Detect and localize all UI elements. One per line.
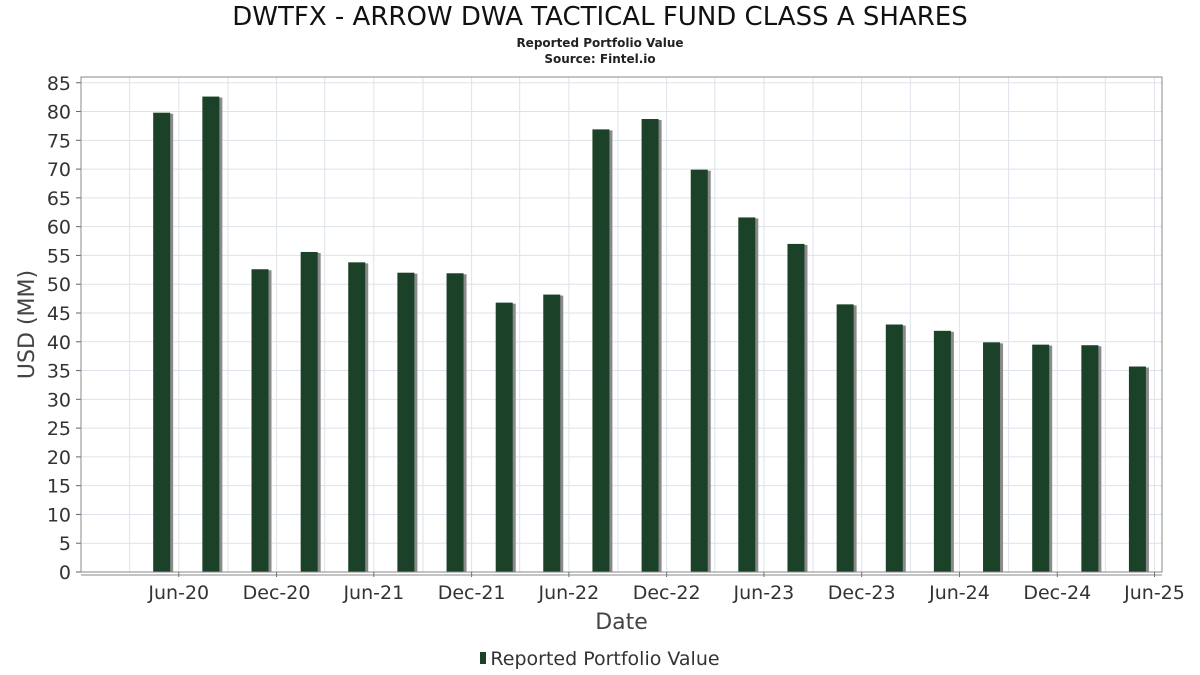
- y-tick-label: 15: [47, 476, 71, 498]
- y-axis-title: USD (MM): [15, 270, 40, 379]
- bar: [202, 96, 220, 573]
- bar: [933, 330, 951, 572]
- plot-border: [80, 76, 1163, 573]
- y-tick-label: 60: [47, 217, 71, 239]
- y-tick-label: 35: [47, 361, 71, 383]
- bar: [251, 269, 269, 572]
- x-tick-label: Jun-22: [537, 582, 599, 604]
- y-tick-label: 55: [47, 245, 71, 267]
- bar: [1128, 366, 1146, 572]
- legend-label: Reported Portfolio Value: [490, 648, 720, 670]
- bar: [738, 217, 756, 572]
- chart-title: DWTFX - ARROW DWA TACTICAL FUND CLASS A …: [232, 2, 968, 32]
- bar: [446, 273, 464, 572]
- bar: [153, 112, 171, 573]
- legend: Reported Portfolio Value: [0, 648, 1200, 670]
- chart-subtitle: Reported Portfolio Value: [516, 36, 684, 50]
- x-tick-label: Jun-23: [733, 582, 795, 604]
- legend-swatch: [480, 652, 487, 664]
- y-tick-label: 5: [59, 533, 71, 555]
- bar: [983, 342, 1001, 572]
- y-tick-label: 80: [47, 102, 71, 124]
- bar: [1032, 344, 1050, 572]
- bar: [300, 251, 318, 572]
- bar: [543, 294, 561, 572]
- x-tick-label: Dec-20: [243, 582, 311, 604]
- bar: [592, 129, 610, 572]
- x-tick-label: Dec-23: [828, 582, 896, 604]
- y-tick-label: 40: [47, 332, 71, 354]
- x-tick-label: Jun-21: [342, 582, 404, 604]
- x-tick-label: Jun-24: [928, 582, 990, 604]
- bar: [495, 302, 513, 572]
- x-tick-label: Dec-24: [1023, 582, 1091, 604]
- x-tick-label: Dec-21: [438, 582, 506, 604]
- bar: [690, 169, 708, 572]
- bar: [1081, 345, 1099, 572]
- bar: [885, 324, 903, 572]
- y-tick-label: 20: [47, 447, 71, 469]
- y-tick-label: 0: [59, 562, 71, 584]
- x-tick-label: Dec-22: [633, 582, 701, 604]
- y-tick-label: 25: [47, 418, 71, 440]
- chart-source: Source: Fintel.io: [544, 52, 656, 66]
- y-tick-label: 70: [47, 159, 71, 181]
- bar: [397, 272, 415, 572]
- x-tick-label: Jun-25: [1123, 582, 1185, 604]
- x-tick-label: Jun-20: [147, 582, 209, 604]
- bar: [836, 304, 854, 572]
- bar: [641, 119, 659, 572]
- y-tick-label: 85: [47, 73, 71, 95]
- y-tick-label: 45: [47, 303, 71, 325]
- bar: [348, 262, 366, 572]
- y-tick-label: 65: [47, 188, 71, 210]
- x-axis-title: Date: [595, 610, 648, 635]
- y-tick-label: 75: [47, 130, 71, 152]
- y-tick-label: 30: [47, 389, 71, 411]
- bar: [787, 243, 805, 572]
- y-tick-label: 50: [47, 274, 71, 296]
- y-tick-label: 10: [47, 504, 71, 526]
